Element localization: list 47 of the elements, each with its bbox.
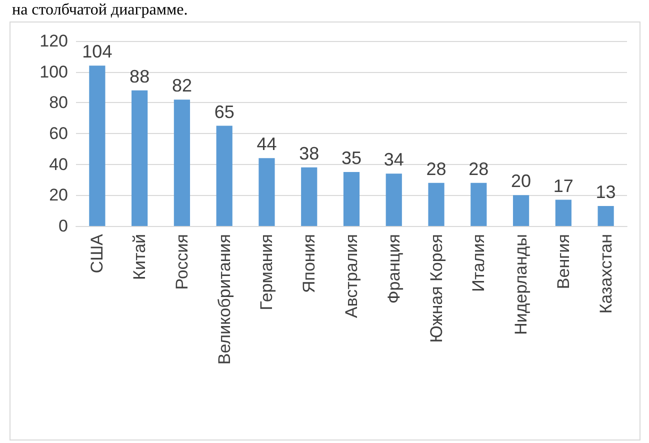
y-tick-label: 0 bbox=[58, 216, 68, 236]
data-label: 88 bbox=[130, 66, 150, 86]
y-tick-label: 40 bbox=[49, 154, 68, 174]
data-label: 13 bbox=[596, 182, 616, 202]
y-tick-label: 100 bbox=[40, 62, 68, 82]
bar bbox=[512, 195, 530, 226]
data-label: 28 bbox=[426, 158, 446, 179]
data-label: 38 bbox=[299, 143, 320, 164]
bar bbox=[132, 90, 148, 226]
x-tick-label: Южная Корея bbox=[426, 234, 446, 343]
x-tick-label: Германия bbox=[257, 234, 276, 310]
text: на столбчатой диаграмме. bbox=[12, 2, 188, 18]
x-tick-label: Нидерланды bbox=[512, 234, 531, 335]
y-tick-label: 120 bbox=[40, 32, 68, 50]
x-tick-label: Япония bbox=[300, 234, 319, 294]
x-tick-label: Франция bbox=[384, 234, 404, 304]
bar bbox=[89, 66, 106, 226]
x-tick-label: Казахстан bbox=[596, 234, 616, 314]
x-tick-label: Россия bbox=[172, 234, 192, 290]
bar bbox=[258, 158, 275, 226]
data-label: 44 bbox=[256, 134, 277, 154]
x-tick-label: Венгия bbox=[554, 234, 573, 290]
x-tick-label: Китай bbox=[130, 234, 150, 280]
bar bbox=[343, 172, 360, 226]
data-label: 28 bbox=[468, 158, 489, 179]
bar bbox=[301, 167, 318, 226]
bar bbox=[386, 174, 402, 226]
x-tick-label: Австралия bbox=[342, 234, 361, 318]
y-tick-label: 60 bbox=[49, 124, 68, 143]
data-label: 82 bbox=[172, 76, 192, 96]
data-label: 34 bbox=[384, 150, 404, 170]
data-label: 35 bbox=[341, 148, 362, 168]
bar bbox=[428, 182, 444, 226]
bar bbox=[598, 206, 614, 226]
y-tick-label: 20 bbox=[49, 186, 68, 205]
bar bbox=[470, 182, 487, 226]
bar bbox=[174, 100, 190, 226]
bar bbox=[555, 200, 572, 226]
x-tick-label: США bbox=[88, 233, 107, 274]
x-tick-label: Италия bbox=[469, 234, 488, 292]
data-label: 20 bbox=[511, 171, 532, 192]
y-tick-label: 80 bbox=[49, 93, 68, 112]
data-label: 65 bbox=[214, 102, 234, 122]
bar bbox=[216, 126, 232, 226]
x-tick-label: Великобритания bbox=[214, 234, 234, 365]
data-label: 17 bbox=[553, 176, 574, 196]
data-label: 104 bbox=[82, 42, 112, 62]
